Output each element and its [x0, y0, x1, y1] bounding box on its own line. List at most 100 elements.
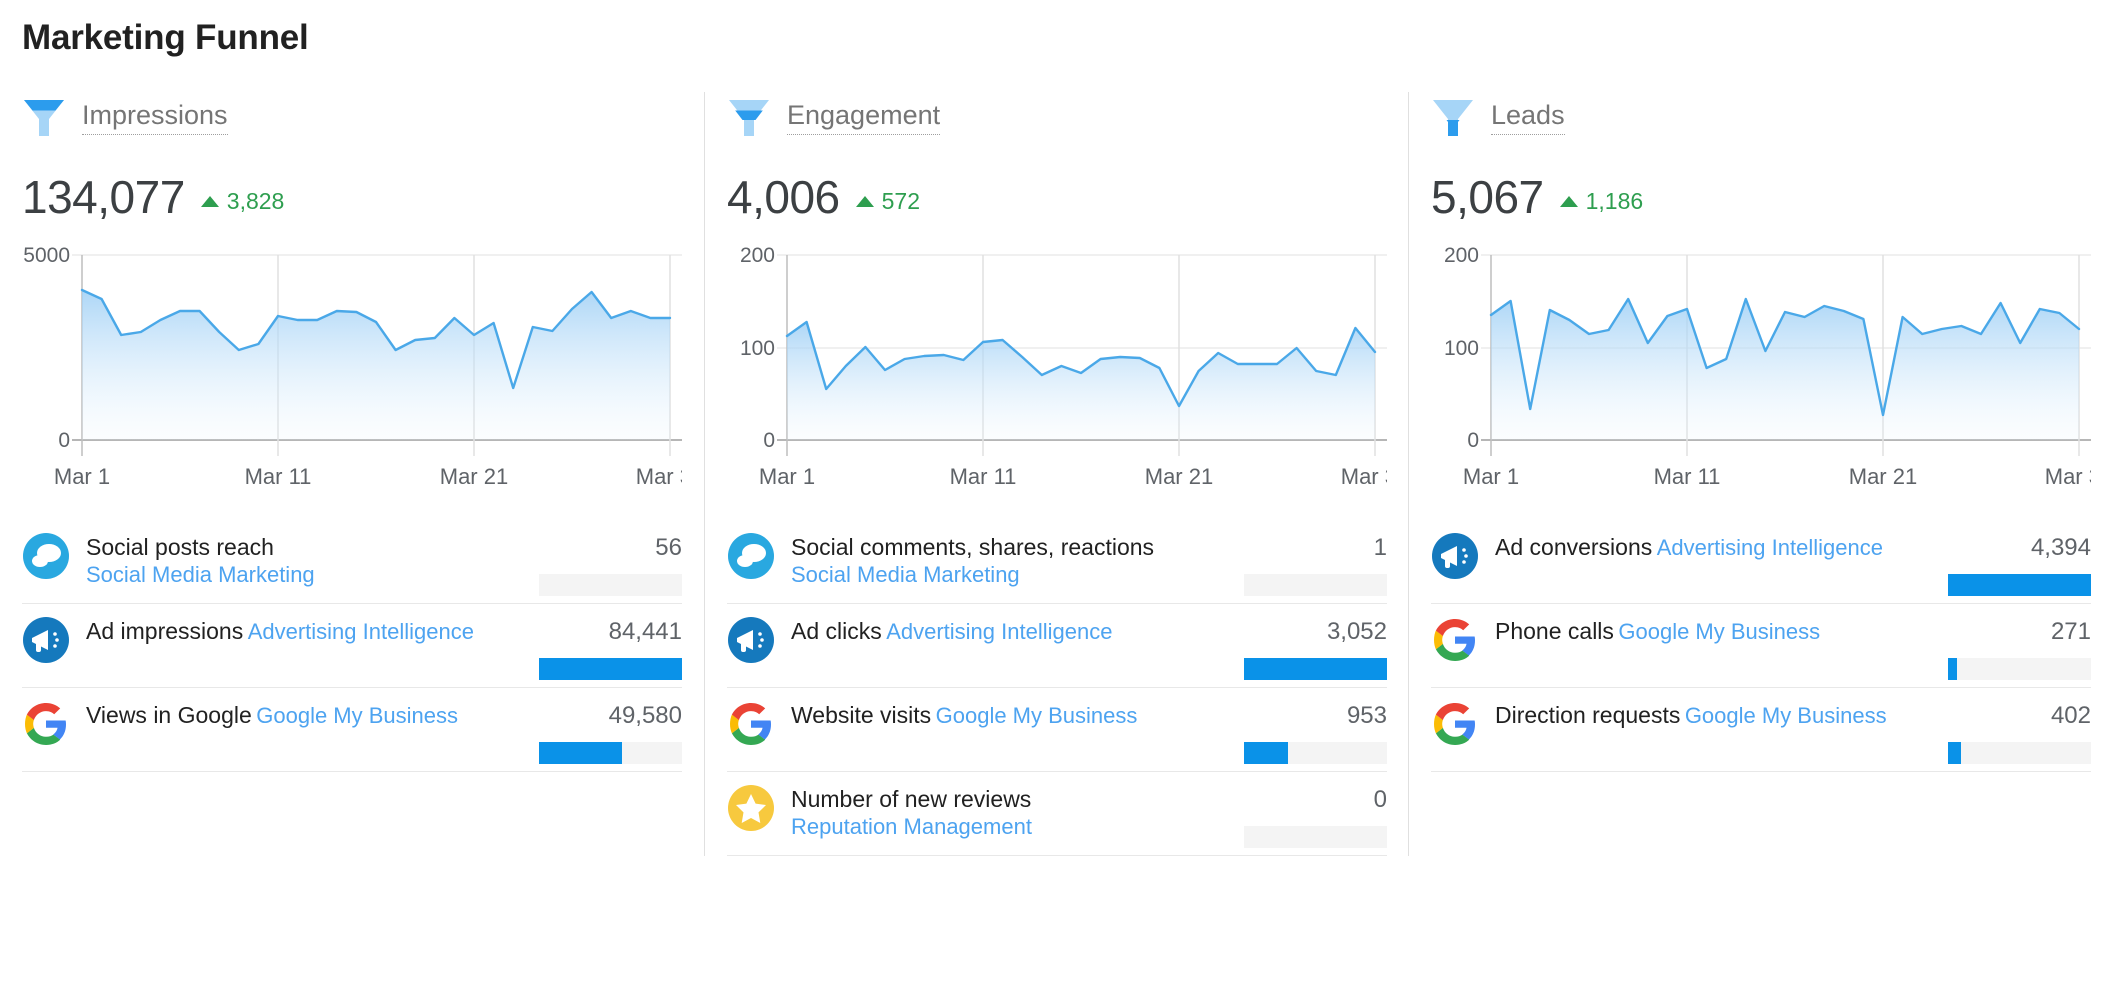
- y-tick-max: 200: [740, 244, 775, 267]
- funnel-middle-icon: [727, 98, 771, 138]
- list-item-text: Ad conversions Advertising Intelligence: [1495, 532, 1906, 562]
- metric-source[interactable]: Google My Business: [935, 703, 1138, 728]
- metric-item-value: 953: [1346, 702, 1387, 729]
- metric-item-value: 3,052: [1326, 618, 1387, 645]
- metric-source[interactable]: Google My Business: [256, 703, 459, 728]
- x-tick-label: Mar 11: [245, 464, 312, 489]
- list-item[interactable]: Direction requests Google My Business 40…: [1431, 688, 2091, 772]
- card-header-engagement: Engagement: [727, 92, 1387, 144]
- card-title-engagement[interactable]: Engagement: [787, 100, 941, 135]
- list-item-value-group: 84,441: [497, 616, 682, 680]
- metric-source[interactable]: Social Media Marketing: [791, 562, 1020, 588]
- metric-delta-value: 3,828: [226, 188, 285, 214]
- metric-value: 5,067: [1431, 171, 1544, 223]
- metric-item-value: 0: [1373, 786, 1387, 813]
- metric-value: 134,077: [22, 171, 185, 223]
- triangle-up-icon: [200, 196, 219, 207]
- metric-summary-impressions: 134,077 3,828: [22, 170, 682, 223]
- x-tick-label: Mar 21: [440, 464, 508, 489]
- metric-source[interactable]: Reputation Management: [791, 814, 1032, 840]
- funnel-column-leads: Leads 5,067 1,186: [1408, 92, 2112, 856]
- metrics-list-leads: Ad conversions Advertising Intelligence …: [1431, 520, 2091, 772]
- x-tick-label: Mar 31: [636, 464, 682, 489]
- google-g-icon: [727, 700, 775, 748]
- metric-item-value: 402: [2050, 702, 2091, 729]
- list-item[interactable]: Social comments, shares, reactions Socia…: [727, 520, 1387, 604]
- list-item[interactable]: Ad conversions Advertising Intelligence …: [1431, 520, 2091, 604]
- metric-name: Social comments, shares, reactions: [791, 534, 1155, 560]
- metric-progress-bar: [1244, 741, 1387, 764]
- list-item-value-group: 0: [1202, 784, 1387, 848]
- metric-item-value: 4,394: [2030, 534, 2091, 561]
- metric-source[interactable]: Google My Business: [1618, 619, 1821, 644]
- list-item[interactable]: Social posts reach Social Media Marketin…: [22, 520, 682, 604]
- metric-progress-bar: [1948, 657, 2091, 680]
- card-header-leads: Leads: [1431, 92, 2091, 144]
- metric-name: Phone calls: [1495, 618, 1614, 644]
- list-item[interactable]: Views in Google Google My Business 49,58…: [22, 688, 682, 772]
- metric-progress-bar: [1948, 573, 2091, 596]
- list-item-text: Direction requests Google My Business: [1495, 700, 1906, 730]
- list-item[interactable]: Website visits Google My Business 953: [727, 688, 1387, 772]
- metric-name: Direction requests: [1495, 702, 1681, 728]
- metric-source[interactable]: Social Media Marketing: [86, 562, 315, 588]
- funnel-bottom-icon: [1431, 98, 1475, 138]
- card-title-impressions[interactable]: Impressions: [82, 100, 228, 135]
- y-tick-min: 0: [763, 429, 775, 452]
- x-tick-label: Mar 1: [759, 464, 815, 489]
- metric-name: Ad clicks: [791, 618, 882, 644]
- list-item-value-group: 49,580: [497, 700, 682, 764]
- card-title-leads[interactable]: Leads: [1491, 100, 1565, 135]
- google-g-icon: [22, 700, 70, 748]
- metric-source[interactable]: Google My Business: [1684, 703, 1887, 728]
- funnel-column-impressions: Impressions 134,077 3,828: [0, 92, 704, 856]
- x-tick-label: Mar 21: [1849, 464, 1917, 489]
- metric-progress-bar: [1244, 657, 1387, 680]
- funnel-top-icon: [22, 98, 66, 138]
- list-item[interactable]: Number of new reviews Reputation Managem…: [727, 772, 1387, 856]
- list-item-text: Website visits Google My Business: [791, 700, 1202, 730]
- metric-progress-bar: [1244, 825, 1387, 848]
- list-item-text: Ad impressions Advertising Intelligence: [86, 616, 497, 646]
- x-tick-label: Mar 21: [1145, 464, 1213, 489]
- list-item-text: Phone calls Google My Business: [1495, 616, 1906, 646]
- speech-bubble-icon: [727, 532, 775, 580]
- metric-progress-bar: [539, 741, 682, 764]
- trend-chart-leads: 200 100 0 Mar 1 Mar 11: [1431, 244, 2091, 494]
- list-item-value-group: 271: [1906, 616, 2091, 680]
- list-item[interactable]: Ad impressions Advertising Intelligence …: [22, 604, 682, 688]
- y-tick-mid: 100: [740, 337, 775, 360]
- metric-name: Ad conversions: [1495, 534, 1653, 560]
- trend-chart-impressions: 5000 0 Mar 1 Mar 11 Mar 21 Mar 31: [22, 244, 682, 494]
- x-tick-label: Mar 11: [950, 464, 1017, 489]
- metric-source[interactable]: Advertising Intelligence: [1656, 535, 1883, 560]
- y-tick-max: 200: [1444, 244, 1479, 267]
- list-item[interactable]: Ad clicks Advertising Intelligence 3,052: [727, 604, 1387, 688]
- list-item-value-group: 402: [1906, 700, 2091, 764]
- page-title: Marketing Funnel: [22, 18, 309, 57]
- metric-progress-bar: [539, 573, 682, 596]
- y-tick-min: 0: [1467, 429, 1479, 452]
- metric-name: Views in Google: [86, 702, 252, 728]
- metric-item-value: 271: [2050, 618, 2091, 645]
- metric-item-value: 49,580: [608, 702, 682, 729]
- google-g-icon: [1431, 616, 1479, 664]
- y-tick-min: 0: [58, 429, 70, 452]
- star-icon: [727, 784, 775, 832]
- list-item-text: Number of new reviews Reputation Managem…: [791, 784, 1202, 841]
- metric-name: Website visits: [791, 702, 932, 728]
- card-header-impressions: Impressions: [22, 92, 682, 144]
- x-tick-label: Mar 31: [1341, 464, 1387, 489]
- funnel-columns: Impressions 134,077 3,828: [0, 92, 2112, 856]
- metric-delta-value: 1,186: [1585, 188, 1644, 214]
- metric-delta: 572: [855, 188, 920, 215]
- metric-source[interactable]: Advertising Intelligence: [886, 619, 1113, 644]
- y-tick-max: 5000: [23, 244, 70, 267]
- list-item[interactable]: Phone calls Google My Business 271: [1431, 604, 2091, 688]
- metric-source[interactable]: Advertising Intelligence: [247, 619, 474, 644]
- x-tick-label: Mar 31: [2045, 464, 2091, 489]
- x-tick-label: Mar 11: [1654, 464, 1721, 489]
- trend-chart-engagement: 200 100 0 Mar 1 Mar 11: [727, 244, 1387, 494]
- triangle-up-icon: [855, 196, 874, 207]
